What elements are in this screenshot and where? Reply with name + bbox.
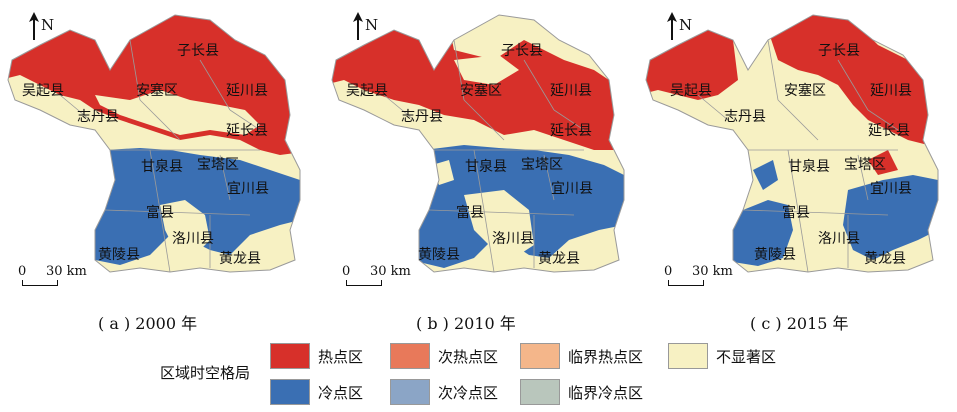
- label-wuqi: 吴起县: [22, 83, 64, 99]
- label-zhidan: 志丹县: [77, 109, 119, 125]
- map-outline: [645, 14, 939, 273]
- county-borders: [59, 39, 261, 273]
- legend-swatch: [390, 379, 430, 405]
- neutral-patch: [464, 190, 534, 258]
- scale-line: [22, 280, 58, 286]
- label-zichang: 子长县: [818, 43, 860, 59]
- label-huanglong: 黄龙县: [864, 251, 906, 267]
- scale-line: [346, 280, 382, 286]
- scale-distance: 30 km: [46, 264, 87, 279]
- label-ansai: 安塞区: [784, 83, 826, 99]
- legend-swatch: [520, 379, 560, 405]
- scale-distance: 30 km: [370, 264, 411, 279]
- label-yanchuan: 延川县: [870, 83, 912, 99]
- map-panel-2010: N 子长县 吴起县 安塞区 延川县 志丹县 延长县 甘泉县 宝塔区 宜川县 富县…: [324, 0, 643, 340]
- neutral-patch: [160, 200, 210, 255]
- legend-label: 临界热点区: [568, 348, 644, 366]
- panel-caption: ( c ) 2015 年: [750, 314, 849, 333]
- label-fuxian: 富县: [782, 205, 810, 221]
- label-luochuan: 洛川县: [818, 231, 860, 247]
- scale-distance: 30 km: [692, 264, 733, 279]
- map-2010: [331, 14, 625, 273]
- label-huangling: 黄陵县: [754, 247, 796, 263]
- scale-zero: 0: [342, 264, 351, 279]
- map-outline: [331, 14, 625, 273]
- map-panel-2015: N 子长县 吴起县 安塞区 延川县 志丹县 延长县 甘泉县 宝塔区 宜川县 富县…: [638, 0, 957, 340]
- label-baota: 宝塔区: [521, 157, 563, 173]
- map-panel-2000: N 子长县 吴起县 安塞区 延川县 志丹县 延长县 甘泉县 宝塔区 宜川县 富县…: [0, 0, 319, 340]
- scale-zero: 0: [664, 264, 673, 279]
- label-baota: 宝塔区: [197, 157, 239, 173]
- label-zichang: 子长县: [177, 43, 219, 59]
- map-outline: [7, 14, 301, 273]
- neutral-band: [95, 90, 260, 135]
- label-zhidan: 志丹县: [401, 109, 443, 125]
- label-yanchang: 延长县: [550, 123, 592, 139]
- map-2000: [7, 14, 301, 273]
- map-2015: [645, 14, 939, 273]
- label-huanglong: 黄龙县: [219, 251, 261, 267]
- label-yichuan: 宜川县: [551, 181, 593, 197]
- scale-zero: 0: [18, 264, 27, 279]
- label-huanglong: 黄龙县: [538, 251, 580, 267]
- label-fuxian: 富县: [146, 205, 174, 221]
- legend: 区域时空格局 热点区 次热点区 临界热点区 不显著区 冷点区 次冷点区 临界冷点…: [160, 340, 800, 410]
- legend-label: 次热点区: [438, 348, 499, 366]
- label-ansai: 安塞区: [136, 83, 178, 99]
- label-yanchuan: 延川县: [550, 83, 592, 99]
- cold-region: [733, 200, 793, 266]
- label-yichuan: 宜川县: [227, 181, 269, 197]
- neutral-band: [454, 55, 519, 85]
- label-huangling: 黄陵县: [418, 247, 460, 263]
- panel-caption: ( a ) 2000 年: [98, 314, 198, 333]
- label-yanchuan: 延川县: [226, 83, 268, 99]
- label-huangling: 黄陵县: [98, 247, 140, 263]
- label-ganquan: 甘泉县: [788, 159, 830, 175]
- label-yichuan: 宜川县: [870, 181, 912, 197]
- county-borders: [697, 39, 899, 273]
- legend-label: 热点区: [318, 348, 364, 366]
- county-borders: [383, 39, 585, 273]
- label-yanchang: 延长县: [226, 123, 268, 139]
- hot-region: [768, 15, 938, 145]
- label-zichang: 子长县: [501, 43, 543, 59]
- north-label: N: [41, 16, 55, 34]
- legend-swatch: [390, 343, 430, 369]
- legend-label: 次冷点区: [438, 384, 499, 402]
- legend-swatch: [270, 343, 310, 369]
- hot-patch: [868, 150, 898, 175]
- label-ganquan: 甘泉县: [141, 159, 183, 175]
- legend-swatch: [520, 343, 560, 369]
- legend-label: 临界冷点区: [568, 384, 644, 402]
- label-ansai: 安塞区: [460, 83, 502, 99]
- cold-patch: [753, 160, 778, 190]
- label-yanchang: 延长县: [868, 123, 910, 139]
- legend-swatch: [668, 343, 708, 369]
- north-label: N: [365, 16, 379, 34]
- label-ganquan: 甘泉县: [465, 159, 507, 175]
- label-fuxian: 富县: [456, 205, 484, 221]
- legend-label: 冷点区: [318, 384, 364, 402]
- cold-region: [843, 175, 938, 260]
- panel-caption: ( b ) 2010 年: [416, 314, 516, 333]
- north-label: N: [679, 16, 693, 34]
- legend-title: 区域时空格局: [160, 364, 251, 382]
- north-arrow-icon: [29, 12, 39, 40]
- scale-line: [668, 280, 704, 286]
- label-wuqi: 吴起县: [346, 83, 388, 99]
- legend-label: 不显著区: [716, 348, 777, 366]
- cold-region: [95, 148, 300, 265]
- north-arrow-icon: [353, 12, 363, 40]
- north-arrow-icon: [667, 12, 677, 40]
- label-zhidan: 志丹县: [724, 109, 766, 125]
- label-luochuan: 洛川县: [492, 231, 534, 247]
- label-baota: 宝塔区: [844, 157, 886, 173]
- label-luochuan: 洛川县: [172, 231, 214, 247]
- legend-swatch: [270, 379, 310, 405]
- label-wuqi: 吴起县: [670, 83, 712, 99]
